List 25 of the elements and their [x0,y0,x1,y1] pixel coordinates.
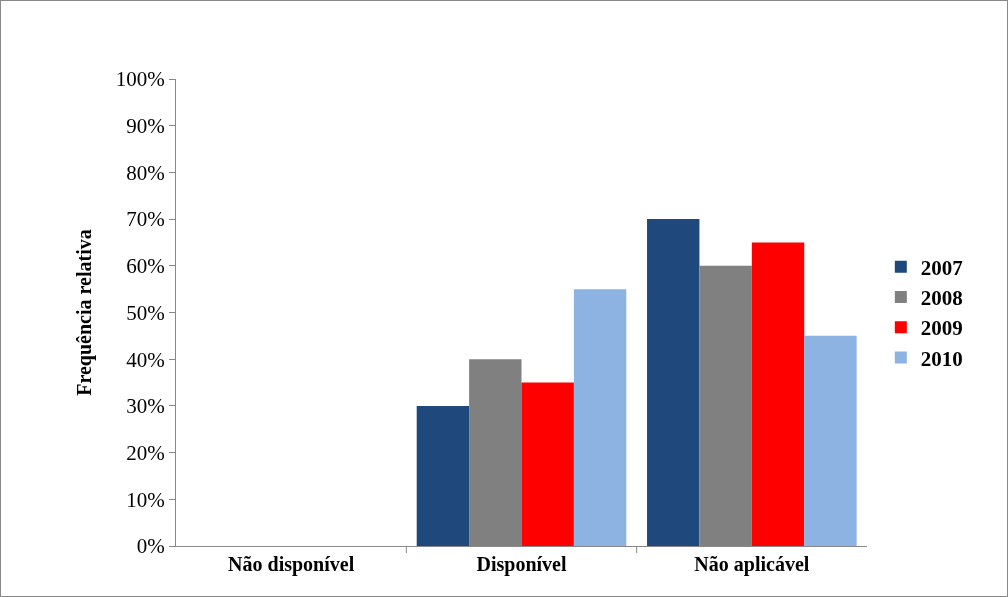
legend-label: 2007 [920,255,963,280]
y-tick-label: 10% [126,487,165,512]
y-tick-label: 0% [136,534,165,559]
y-tick-label: 70% [126,207,165,232]
x-tick-label: Não disponível [228,553,355,576]
y-tick-label: 90% [126,114,165,139]
y-tick-label: 20% [126,440,165,465]
y-tick-label: 30% [126,394,165,419]
bar [804,335,857,546]
legend-label: 2008 [920,286,963,311]
y-tick-label: 40% [126,347,165,372]
x-tick-label: Disponível [476,553,567,576]
y-tick-label: 80% [126,160,165,185]
legend-label: 2009 [920,316,963,341]
legend-label: 2010 [920,346,963,371]
bar [647,219,700,546]
y-axis-title: Frequência relativa [73,229,97,396]
bar [573,289,627,546]
bar [416,405,470,546]
bar [751,242,805,546]
y-tick-label: 100% [115,67,165,92]
bar [521,382,574,546]
y-tick-label: 60% [126,254,165,279]
x-tick-label: Não aplicável [694,553,810,576]
y-tick-label: 50% [126,300,165,325]
